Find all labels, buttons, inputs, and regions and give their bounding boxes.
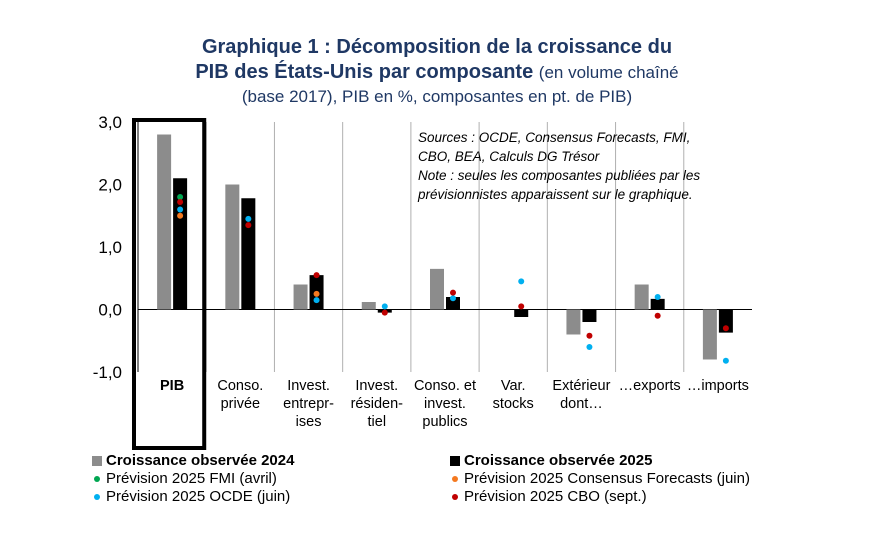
chart-bars — [157, 134, 733, 360]
bar-obs2025 — [514, 309, 529, 317]
point-consensus — [313, 290, 320, 297]
legend-obs2024: Croissance observée 2024 — [92, 452, 294, 469]
note-line-2: CBO, BEA, Calculs DG Trésor — [418, 149, 600, 164]
chart-title-line-3: (base 2017), PIB en %, composantes en pt… — [241, 87, 633, 106]
legend-swatch-black — [450, 455, 460, 466]
legend-cbo-label: Prévision 2025 CBO (sept.) — [464, 488, 647, 505]
y-tick-label: 1,0 — [98, 238, 122, 257]
point-cbo — [245, 222, 252, 229]
legend-obs2025: Croissance observée 2025 — [450, 452, 652, 469]
legend-ocde-label: Prévision 2025 OCDE (juin) — [106, 488, 291, 505]
x-axis-label: Conso. privée — [217, 378, 263, 412]
point-ocde — [313, 297, 320, 304]
x-axis-label: Invest. résiden-tiel — [351, 378, 404, 430]
point-ocde — [450, 295, 456, 302]
point-ocde — [586, 344, 593, 350]
point-cbo — [586, 332, 593, 339]
legend-consensus: Prévision 2025 Consensus Forecasts (juin… — [450, 470, 750, 487]
legend-dot-orange — [452, 475, 458, 482]
bar-obs2024 — [293, 284, 308, 310]
category-gridlines — [205, 122, 685, 372]
chart-title-subtitle: (en volume chaîné — [538, 63, 679, 82]
chart-title-line-1: Graphique 1 : Décomposition de la croiss… — [201, 36, 673, 58]
legend-dot-blue — [94, 493, 100, 500]
note-line-4: prévisionnistes apparaissent sur le grap… — [417, 187, 693, 202]
y-tick-label: 0,0 — [98, 301, 122, 320]
bar-obs2025 — [173, 178, 188, 310]
y-axis-ticks: 3,0 2,0 1,0 0,0 -1,0 — [93, 113, 122, 382]
legend-swatch-grey — [92, 455, 102, 466]
legend-obs2025-label: Croissance observée 2025 — [464, 452, 653, 469]
y-tick-label: 3,0 — [98, 113, 122, 132]
point-consensus — [177, 212, 184, 219]
point-ocde — [177, 206, 184, 213]
x-axis-label: Invest. entrepr-ises — [283, 378, 334, 430]
x-axis-label: …exports — [619, 378, 681, 394]
x-axis-label: Var. stocks — [493, 378, 534, 412]
bar-obs2025 — [718, 309, 733, 333]
bar-obs2024 — [157, 134, 172, 310]
sources-note: Sources : OCDE, Consensus Forecasts, FMI… — [417, 130, 700, 202]
legend-dot-green — [94, 475, 100, 482]
bar-obs2025 — [582, 309, 597, 322]
chart-points — [177, 194, 729, 364]
point-cbo — [177, 199, 184, 205]
bar-obs2024 — [225, 184, 240, 310]
point-cbo — [381, 309, 388, 316]
legend-ocde: Prévision 2025 OCDE (juin) — [92, 488, 290, 505]
point-ocde — [381, 303, 388, 310]
x-axis-label: PIB — [160, 378, 184, 394]
bar-obs2024 — [634, 284, 649, 310]
legend-cbo: Prévision 2025 CBO (sept.) — [450, 488, 647, 505]
bar-obs2024 — [361, 302, 376, 310]
point-cbo — [313, 272, 320, 279]
chart-title-bold: PIB des États-Unis par composante — [195, 61, 534, 83]
y-tick-label: 2,0 — [98, 176, 122, 195]
x-axis-label: Conso. et invest. publics — [414, 378, 476, 430]
point-cbo — [722, 325, 729, 332]
point-cbo — [654, 312, 661, 319]
point-ocde — [245, 215, 252, 222]
point-ocde — [518, 278, 525, 285]
bar-obs2024 — [702, 309, 717, 360]
legend-obs2024-label: Croissance observée 2024 — [106, 452, 295, 469]
x-axis-label: …imports — [687, 378, 749, 394]
point-fmi — [177, 194, 184, 200]
note-line-3: Note : seules les composantes publiées p… — [418, 168, 700, 183]
note-line-1: Sources : OCDE, Consensus Forecasts, FMI… — [418, 130, 690, 145]
chart-title-line-2: PIB des États-Unis par composante (en vo… — [0, 61, 874, 84]
point-cbo — [518, 303, 525, 310]
legend-dot-red — [452, 493, 458, 500]
legend-consensus-label: Prévision 2025 Consensus Forecasts (juin… — [464, 470, 750, 487]
bar-obs2024 — [430, 268, 444, 310]
x-axis-label: Extérieur dont… — [552, 378, 610, 412]
point-ocde — [654, 294, 661, 300]
bar-obs2024 — [566, 309, 581, 335]
x-axis-labels: PIB Conso. privée Invest. entrepr-ises Invest… — [160, 378, 749, 430]
bar-obs2025 — [241, 198, 256, 310]
point-ocde — [722, 357, 729, 364]
bar-obs2025 — [650, 298, 665, 310]
y-tick-label: -1,0 — [93, 363, 122, 382]
pib-highlight-frame — [132, 118, 207, 450]
bar-obs2025 — [446, 297, 460, 310]
point-cbo — [450, 289, 456, 296]
legend-fmi: Prévision 2025 FMI (avril) — [92, 470, 277, 487]
legend-fmi-label: Prévision 2025 FMI (avril) — [106, 470, 277, 487]
